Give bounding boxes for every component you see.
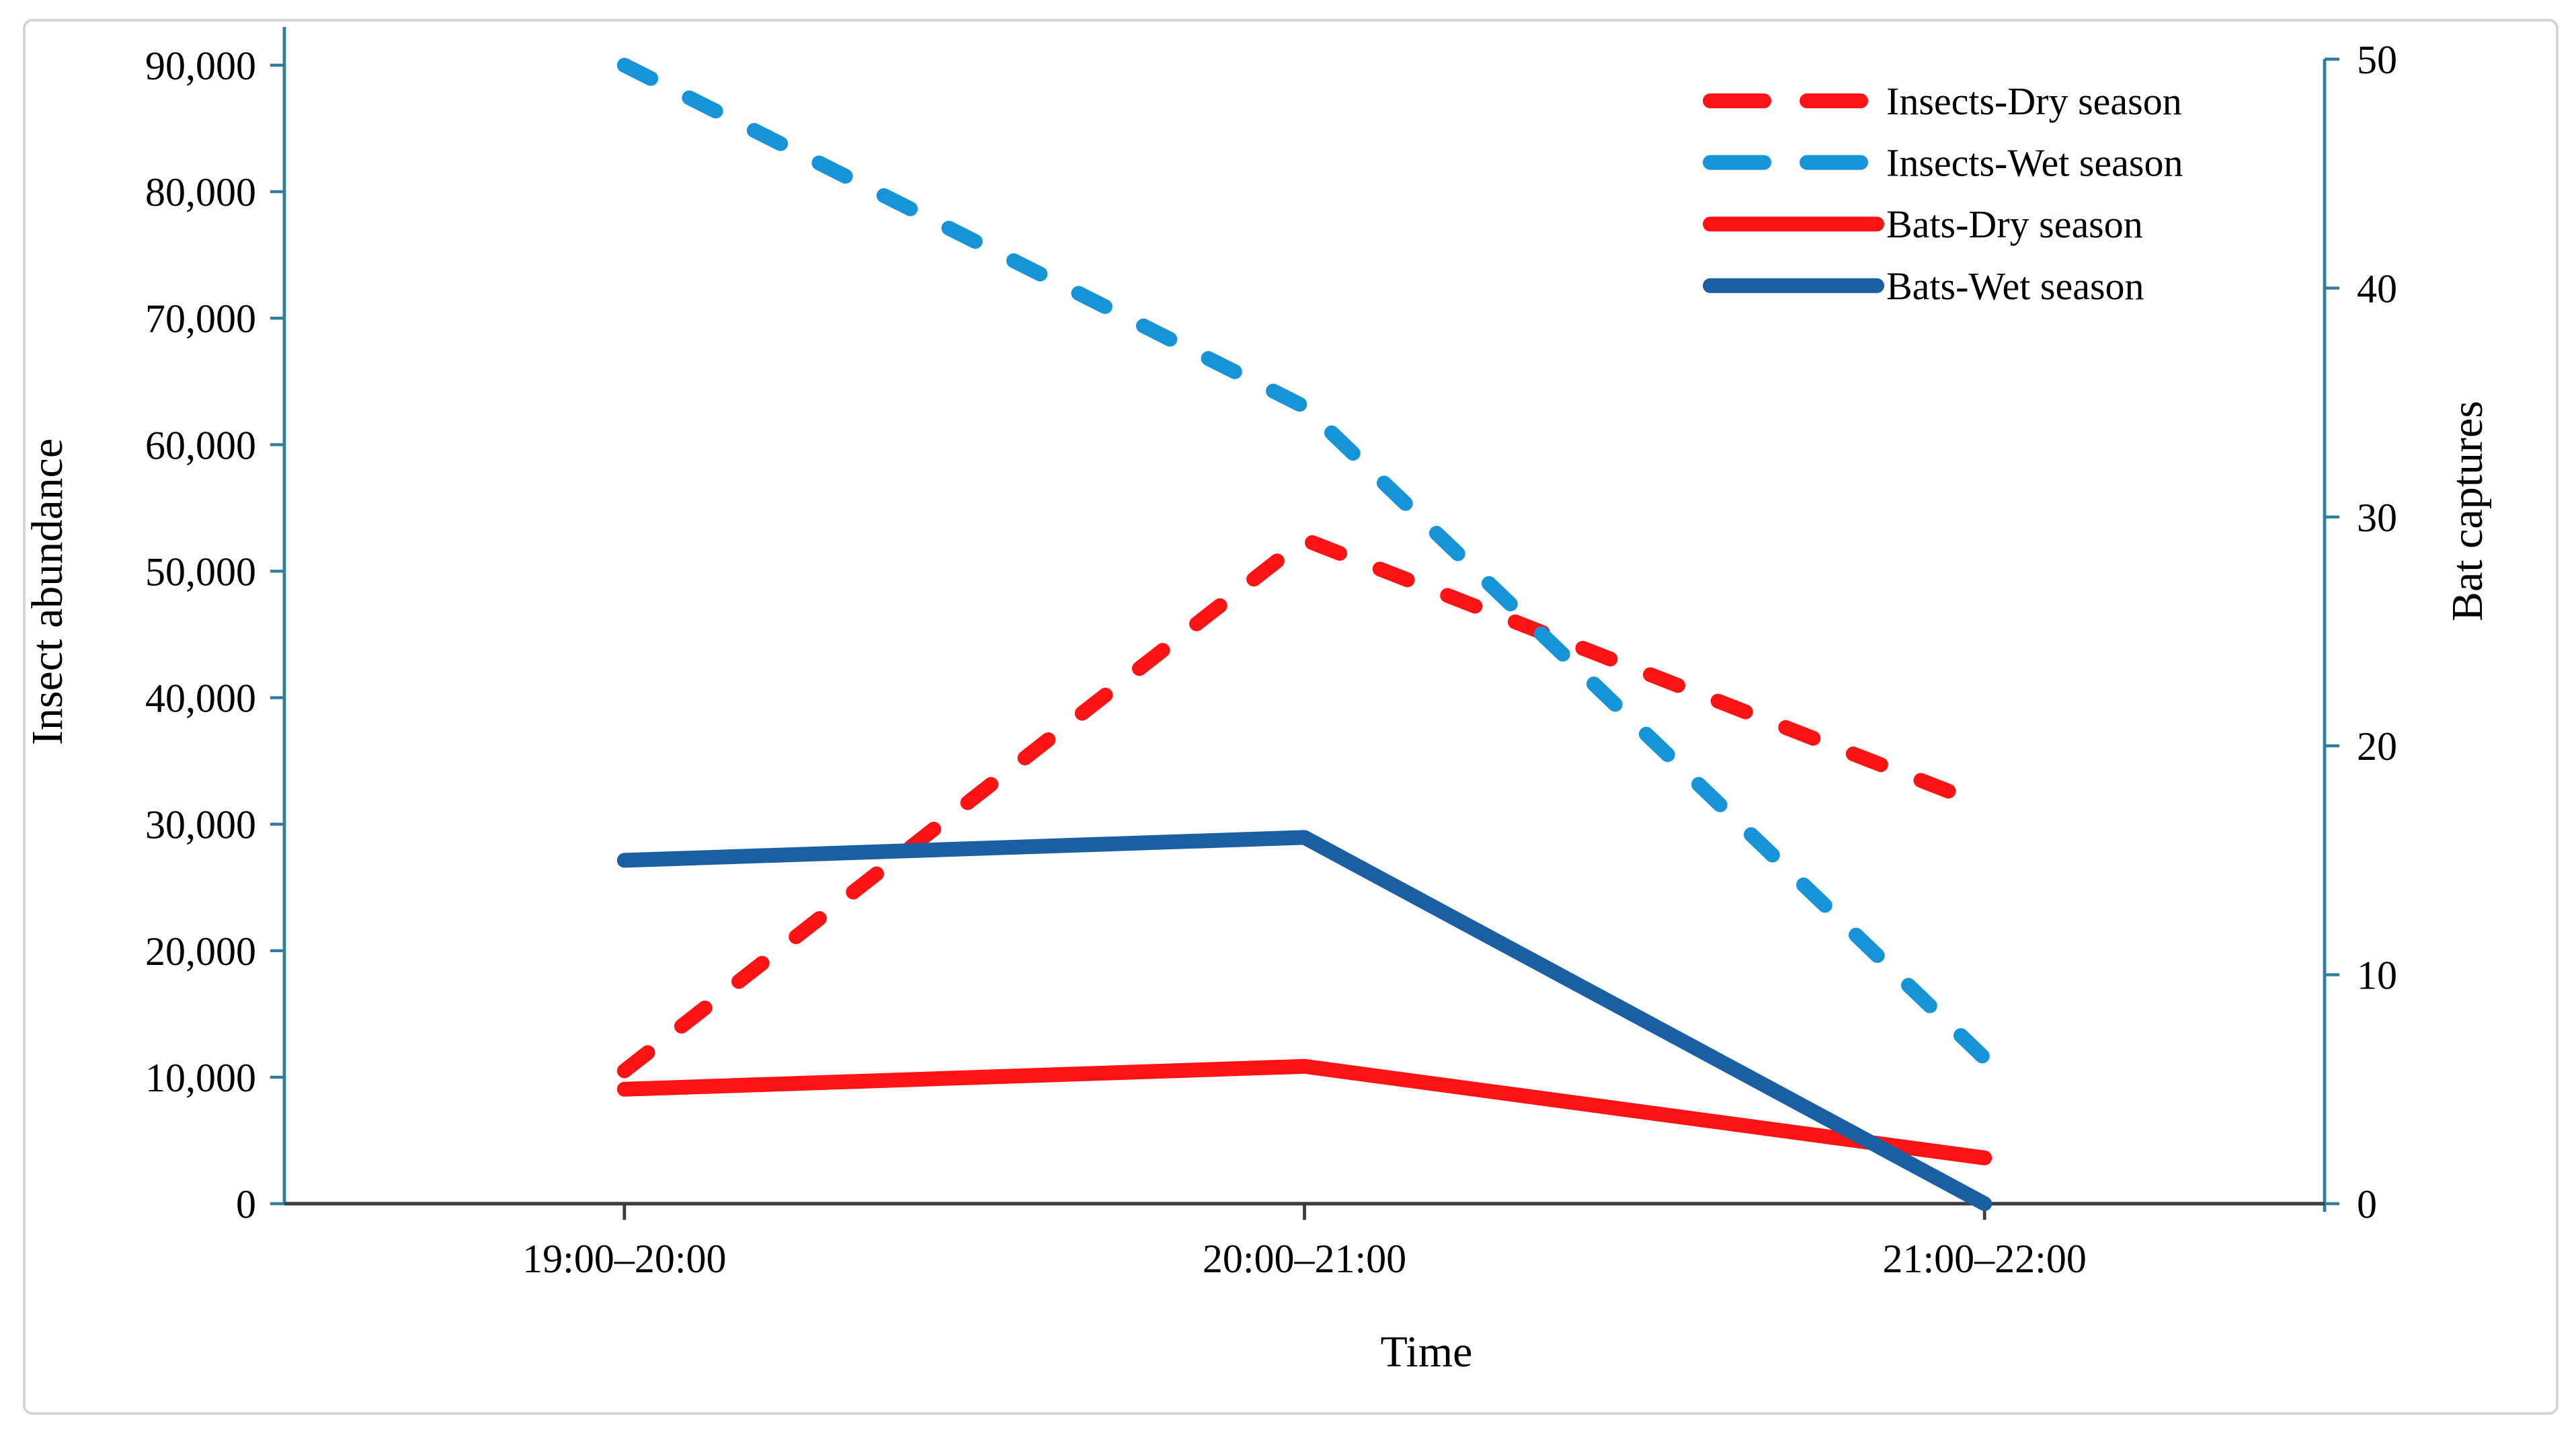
series-line-insects-dry-season <box>616 532 1993 1079</box>
y-left-tick-label: 20,000 <box>145 929 256 974</box>
y-left-tick-label: 0 <box>236 1182 256 1227</box>
series-line-bats-dry-season <box>616 1058 1993 1165</box>
y-left-tick-label: 90,000 <box>145 44 256 88</box>
legend-item-bats-wet-season: Bats-Wet season <box>1703 264 2144 308</box>
plot-area: 0 10,000 20,000 30,000 40,000 50,000 60,000 70,… <box>145 27 2397 1281</box>
y-right-tick-label: 50 <box>2357 38 2397 82</box>
series-line-bats-wet-season <box>616 830 1993 1211</box>
y-left-tick-label: 60,000 <box>145 423 256 467</box>
y-left-tick-label: 80,000 <box>145 170 256 215</box>
series-line-insects-wet-season <box>616 58 1993 1066</box>
x-tick-label: 20:00–21:00 <box>1203 1237 1406 1281</box>
y-right-tick-label: 0 <box>2357 1182 2377 1227</box>
legend-item-insects-dry-season: Insects-Dry season <box>1703 79 2182 123</box>
figure-border <box>23 19 2559 1415</box>
x-tick-label: 19:00–20:00 <box>522 1237 726 1281</box>
legend-label: Bats-Wet season <box>1886 264 2144 308</box>
legend-label: Insects-Dry season <box>1886 79 2182 123</box>
y-right-tick-label: 40 <box>2357 266 2397 311</box>
y-right-tick-label: 10 <box>2357 954 2397 998</box>
y-left-tick-label: 50,000 <box>145 549 256 594</box>
legend-item-bats-dry-season: Bats-Dry season <box>1703 202 2143 246</box>
y-left-tick-label: 40,000 <box>145 676 256 721</box>
legend: Insects-Dry season Insects-Wet season Bats… <box>1703 79 2183 308</box>
y-left-axis-title: Insect abundance <box>23 438 72 745</box>
x-axis-title: Time <box>1381 1327 1473 1376</box>
y-left-tick-label: 10,000 <box>145 1056 256 1100</box>
y-right-tick-label: 30 <box>2357 496 2397 540</box>
legend-item-insects-wet-season: Insects-Wet season <box>1703 141 2183 185</box>
y-right-axis-title: Bat captures <box>2443 401 2492 621</box>
y-right-tick-label: 20 <box>2357 724 2397 769</box>
legend-label: Insects-Wet season <box>1886 141 2183 185</box>
y-left-tick-label: 70,000 <box>145 297 256 341</box>
x-tick-label: 21:00–22:00 <box>1882 1237 2086 1281</box>
legend-label: Bats-Dry season <box>1886 202 2143 246</box>
y-left-tick-label: 30,000 <box>145 803 256 847</box>
